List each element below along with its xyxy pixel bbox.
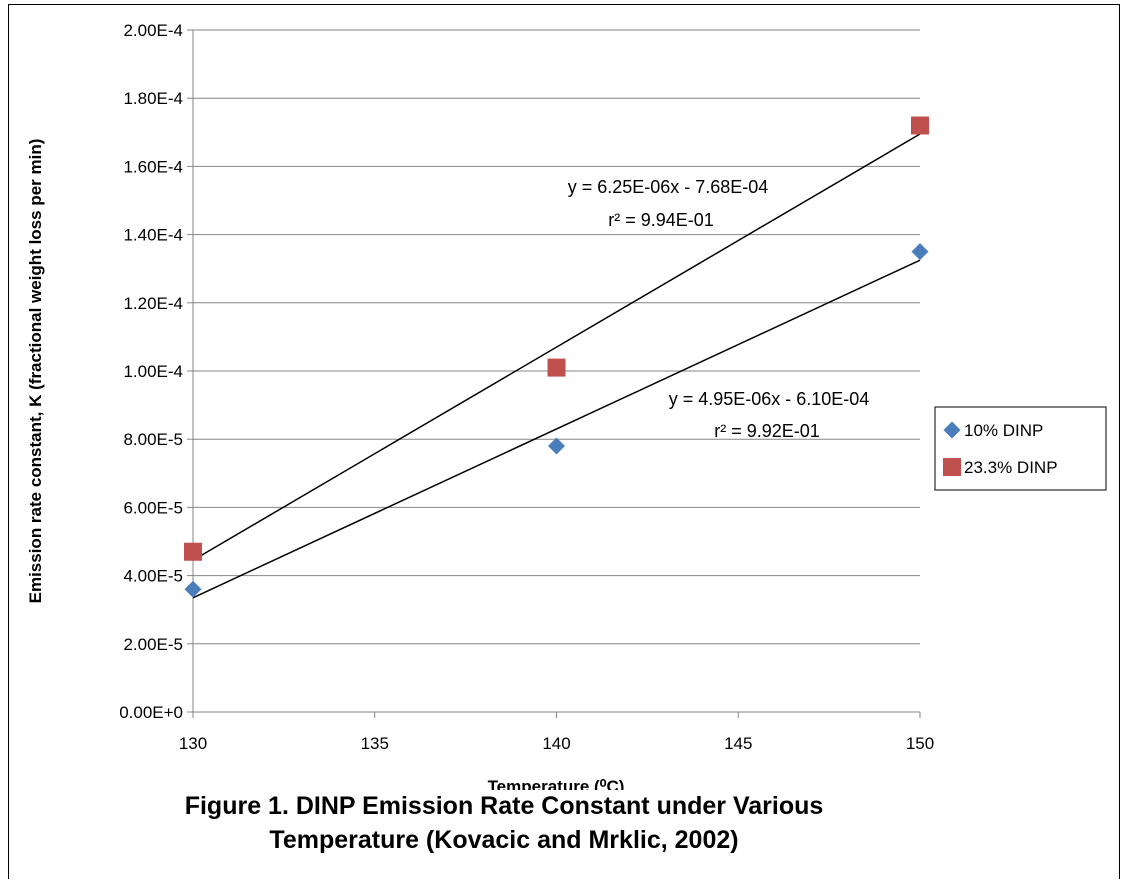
equation-23-3-label: y = 6.25E-06x - 7.68E-04 bbox=[568, 177, 769, 197]
x-tick-labels: 130 135 140 145 150 bbox=[179, 734, 934, 753]
diamond-point bbox=[911, 243, 929, 261]
r2-10-label: r² = 9.92E-01 bbox=[714, 421, 820, 441]
legend-box bbox=[934, 406, 1107, 491]
trendline-10pct bbox=[192, 259, 921, 599]
x-tick-label: 130 bbox=[179, 734, 207, 753]
data-points bbox=[184, 116, 929, 598]
diamond-point bbox=[548, 437, 565, 455]
y-tick-label: 8.00E-5 bbox=[123, 430, 183, 449]
square-point bbox=[547, 358, 566, 377]
x-tick-label: 150 bbox=[906, 734, 934, 753]
caption-line-2: Temperature (Kovacic and Mrklic, 2002) bbox=[269, 826, 739, 854]
x-tick-label: 135 bbox=[361, 734, 389, 753]
y-tick-labels: 0.00E+0 2.00E-5 4.00E-5 6.00E-5 8.00E-5 1.00E… bbox=[119, 21, 183, 722]
figure-caption: Figure 1. DINP Emission Rate Constant un… bbox=[0, 789, 1008, 857]
caption-line-1: Figure 1. DINP Emission Rate Constant un… bbox=[184, 792, 824, 820]
legend-label: 10% DINP bbox=[964, 421, 1043, 440]
square-point bbox=[184, 542, 202, 561]
trendline-equations: y = 6.25E-06x - 7.68E-04 r² = 9.94E-01 y… bbox=[568, 177, 870, 441]
trendline-23-3pct bbox=[192, 133, 921, 561]
trendlines bbox=[192, 133, 921, 599]
square-point bbox=[911, 116, 929, 135]
equation-10-label: y = 4.95E-06x - 6.10E-04 bbox=[669, 389, 870, 409]
y-tick-label: 4.00E-5 bbox=[123, 567, 183, 586]
r2-23-3-label: r² = 9.94E-01 bbox=[608, 210, 714, 230]
y-tick-label: 1.00E-4 bbox=[123, 362, 183, 381]
x-tick-label: 145 bbox=[724, 734, 752, 753]
y-tick-label: 1.20E-4 bbox=[123, 294, 183, 313]
figure-frame bbox=[8, 4, 1120, 879]
y-tick-label: 1.40E-4 bbox=[123, 226, 183, 245]
y-tick-label: 2.00E-4 bbox=[123, 21, 183, 40]
x-tick-label: 140 bbox=[542, 734, 570, 753]
scatter-chart: 0.00E+0 2.00E-5 4.00E-5 6.00E-5 8.00E-5 1.00E… bbox=[26, 21, 1107, 790]
y-tick-label: 1.80E-4 bbox=[123, 89, 183, 108]
gridlines bbox=[187, 29, 921, 718]
x-axis-title: Temperature (⁰C) bbox=[488, 777, 625, 790]
legend-marker bbox=[943, 421, 961, 439]
axes bbox=[192, 30, 920, 713]
y-tick-label: 6.00E-5 bbox=[123, 498, 183, 517]
legend: 10% DINP 23.3% DINP bbox=[934, 406, 1107, 491]
y-tick-label: 1.60E-4 bbox=[123, 157, 183, 176]
y-tick-label: 0.00E+0 bbox=[119, 703, 183, 722]
legend-label: 23.3% DINP bbox=[964, 458, 1058, 477]
y-axis-title: Emission rate constant, K (fractional we… bbox=[26, 139, 45, 604]
y-tick-label: 2.00E-5 bbox=[123, 635, 183, 654]
diamond-point bbox=[184, 580, 202, 598]
legend-marker bbox=[943, 458, 961, 476]
